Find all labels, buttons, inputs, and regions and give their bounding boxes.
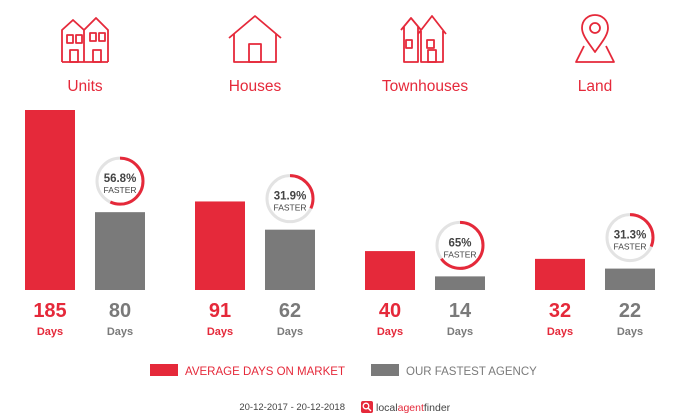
unit-label-average-land: Days xyxy=(547,326,573,338)
brand-local: local xyxy=(376,402,398,414)
faster-label-units: FASTER xyxy=(103,185,136,195)
bar-agency-townhouses xyxy=(435,276,485,290)
brand-finder: finder xyxy=(424,402,451,414)
unit-label-average-townhouses: Days xyxy=(377,326,403,338)
faster-percent-land: 31.3% xyxy=(614,230,647,242)
brand-logo: localagentfinder xyxy=(361,401,451,414)
faster-percent-units: 56.8% xyxy=(104,173,137,185)
bar-average-units xyxy=(25,110,75,290)
faster-ring-progress-houses xyxy=(265,174,315,224)
category-label-houses: Houses xyxy=(229,78,282,95)
category-label-units: Units xyxy=(67,78,103,95)
category-label-land: Land xyxy=(578,78,612,95)
svg-text:localagentfinder: localagentfinder xyxy=(376,402,451,414)
bar-agency-units xyxy=(95,212,145,290)
unit-label-average-units: Days xyxy=(37,326,63,338)
faster-label-land: FASTER xyxy=(613,242,646,252)
value-average-townhouses: 40 xyxy=(379,300,401,322)
value-average-land: 32 xyxy=(549,300,571,322)
unit-label-average-houses: Days xyxy=(207,326,233,338)
unit-label-agency-houses: Days xyxy=(277,326,303,338)
unit-label-agency-townhouses: Days xyxy=(447,326,473,338)
value-agency-houses: 62 xyxy=(279,300,301,322)
faster-label-townhouses: FASTER xyxy=(443,249,476,259)
value-agency-land: 22 xyxy=(619,300,641,322)
bar-average-land xyxy=(535,258,585,290)
map-pin-icon xyxy=(575,14,615,63)
faster-ring-progress-units xyxy=(95,156,145,206)
date-range: 20-12-2017 - 20-12-2018 xyxy=(239,402,345,413)
faster-label-houses: FASTER xyxy=(273,203,306,213)
bar-agency-houses xyxy=(265,229,315,290)
unit-label-agency-land: Days xyxy=(617,326,643,338)
category-label-townhouses: Townhouses xyxy=(382,78,468,95)
bar-average-townhouses xyxy=(365,251,415,290)
faster-percent-houses: 31.9% xyxy=(274,191,307,203)
chart-marks: 185Days80Days56.8%FASTER91Days62Days31.9… xyxy=(25,110,655,338)
legend-swatch-average xyxy=(150,364,178,376)
legend-label-agency: OUR FASTEST AGENCY xyxy=(406,366,537,378)
faster-ring-progress-townhouses xyxy=(435,220,485,270)
value-average-units: 185 xyxy=(33,300,66,322)
bar-average-houses xyxy=(195,201,245,290)
brand-agent: agent xyxy=(398,402,424,414)
townhouse-icon xyxy=(400,15,447,63)
house-icon xyxy=(228,15,282,63)
faster-ring-progress-land xyxy=(605,213,655,263)
value-agency-townhouses: 14 xyxy=(449,300,472,322)
value-average-houses: 91 xyxy=(209,300,231,322)
value-agency-units: 80 xyxy=(109,300,131,322)
legend-label-average: AVERAGE DAYS ON MARKET xyxy=(185,366,345,378)
unit-label-agency-units: Days xyxy=(107,326,133,338)
bar-agency-land xyxy=(605,268,655,290)
legend-swatch-agency xyxy=(371,364,399,376)
units-icon xyxy=(61,17,109,63)
faster-percent-townhouses: 65% xyxy=(448,237,471,249)
